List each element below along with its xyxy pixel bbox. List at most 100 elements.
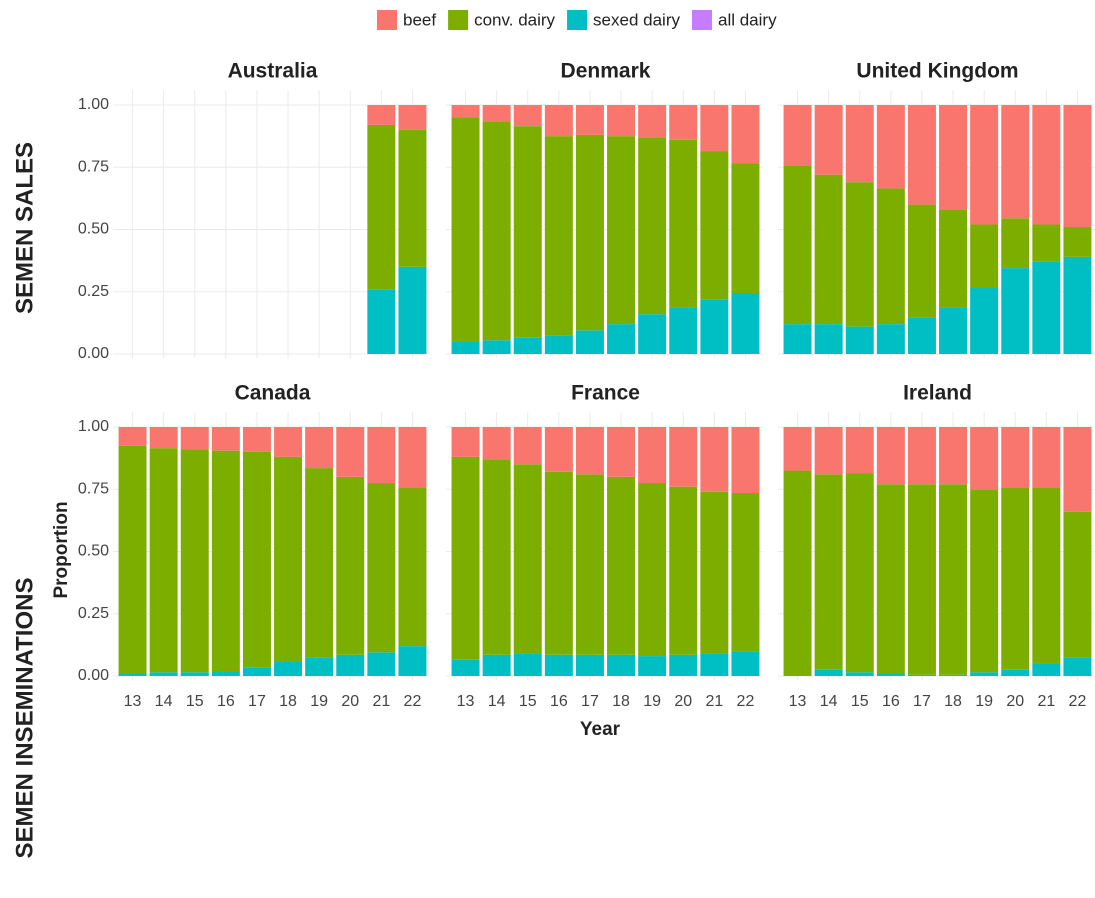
bar-segment	[783, 470, 812, 676]
bar-segment	[451, 456, 480, 660]
y-tick-label: 0.50	[78, 543, 109, 560]
bar-segment	[700, 653, 729, 676]
x-tick-label: 15	[519, 693, 537, 710]
facet-title: Canada	[235, 382, 311, 405]
bar-segment	[1032, 663, 1061, 676]
bar-segment	[607, 324, 636, 354]
bar-segment	[180, 449, 209, 673]
bar-segment	[907, 204, 936, 318]
x-tick-label: 18	[944, 693, 962, 710]
y-tick-label: 0.75	[78, 158, 109, 175]
bar-segment	[575, 134, 604, 331]
x-tick-label: 18	[612, 693, 630, 710]
bar-segment	[451, 117, 480, 342]
x-tick-label: 13	[789, 693, 807, 710]
bar-segment	[876, 105, 905, 189]
bar-segment	[367, 105, 396, 125]
bar-segment	[180, 427, 209, 450]
bar-segment	[814, 427, 843, 475]
bar-segment	[513, 653, 542, 676]
x-tick-label: 22	[737, 693, 755, 710]
bar-segment	[638, 314, 667, 354]
bar-segment	[398, 129, 427, 267]
bar-segment	[513, 105, 542, 127]
bar-segment	[939, 209, 968, 308]
bar-segment	[876, 324, 905, 354]
bar-segment	[907, 674, 936, 676]
facet-title: Denmark	[561, 60, 651, 83]
bar-segment	[367, 289, 396, 354]
bar-segment	[575, 654, 604, 676]
legend-label: conv. dairy	[474, 10, 555, 29]
bar-segment	[305, 657, 334, 676]
bar-segment	[544, 136, 573, 336]
x-tick-label: 22	[1069, 693, 1087, 710]
bar-segment	[700, 491, 729, 654]
bar-segment	[814, 174, 843, 325]
bar-segment	[336, 427, 365, 477]
bar-segment	[638, 105, 667, 138]
bar-segment	[149, 672, 178, 676]
x-tick-label: 19	[643, 693, 661, 710]
bar-segment	[575, 427, 604, 475]
x-tick-label: 13	[124, 693, 142, 710]
row-label: SEMEN INSEMINATIONS	[11, 578, 38, 859]
bar-segment	[783, 166, 812, 325]
bar-segment	[1063, 105, 1092, 228]
y-tick-label: 1.00	[78, 418, 109, 435]
x-tick-label: 19	[975, 693, 993, 710]
bar-segment	[544, 427, 573, 472]
bar-segment	[907, 317, 936, 354]
x-tick-label: 15	[186, 693, 204, 710]
x-tick-label: 16	[882, 693, 900, 710]
bar-segment	[336, 654, 365, 676]
bar-segment	[544, 654, 573, 676]
bar-segment	[451, 427, 480, 457]
y-tick-label: 0.50	[78, 221, 109, 238]
bar-segment	[669, 427, 698, 487]
bar-segment	[731, 105, 760, 164]
bar-segment	[970, 672, 999, 676]
x-axis-label: Year	[580, 719, 621, 740]
bar-segment	[149, 427, 178, 449]
bar-segment	[814, 105, 843, 175]
bar-segment	[305, 468, 334, 658]
bar-segment	[607, 105, 636, 137]
bar-segment	[607, 476, 636, 655]
bar-segment	[907, 105, 936, 205]
x-tick-label: 20	[674, 693, 692, 710]
bar-segment	[876, 188, 905, 325]
bar-segment	[1032, 488, 1061, 664]
x-tick-label: 21	[1037, 693, 1055, 710]
y-tick-label: 0.25	[78, 605, 109, 622]
bar-segment	[1032, 105, 1061, 225]
facet-title: Ireland	[903, 382, 972, 405]
bar-segment	[814, 324, 843, 354]
x-tick-label: 22	[404, 693, 422, 710]
bar-segment	[367, 124, 396, 290]
bar-segment	[118, 673, 147, 676]
bar-segment	[1001, 427, 1030, 489]
bar-segment	[1063, 657, 1092, 676]
bar-segment	[1063, 227, 1092, 257]
bar-segment	[513, 337, 542, 354]
bar-segment	[118, 445, 147, 674]
bar-segment	[814, 474, 843, 670]
bar-segment	[638, 656, 667, 676]
bar-segment	[575, 474, 604, 655]
y-tick-label: 0.25	[78, 283, 109, 300]
y-tick-label: 1.00	[78, 96, 109, 113]
bar-segment	[638, 483, 667, 657]
bar-segment	[907, 427, 936, 485]
bar-segment	[575, 330, 604, 354]
x-tick-label: 17	[581, 693, 599, 710]
bar-segment	[939, 674, 968, 676]
bar-segment	[398, 646, 427, 676]
bar-segment	[669, 307, 698, 354]
bar-segment	[607, 136, 636, 325]
bar-segment	[451, 105, 480, 118]
x-tick-label: 20	[341, 693, 359, 710]
x-tick-label: 21	[372, 693, 390, 710]
bar-segment	[845, 473, 874, 673]
bar-segment	[211, 671, 240, 676]
